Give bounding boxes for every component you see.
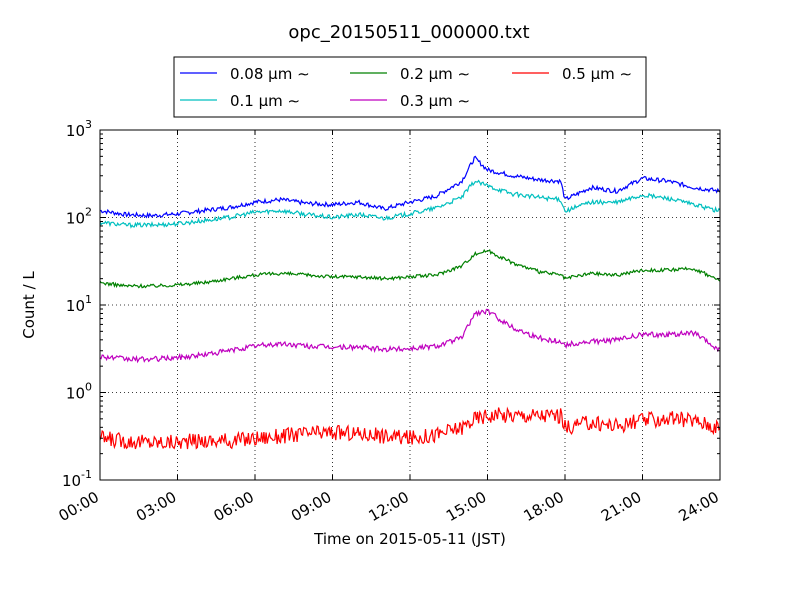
chart-title: opc_20150511_000000.txt [288,22,529,43]
x-tick-label: 12:00 [366,488,412,525]
legend-label: 0.08 μm ∼ [230,65,310,83]
grid-lines [100,130,720,480]
legend-label: 0.5 μm ∼ [562,65,632,83]
series-line-4 [99,406,721,450]
x-tick-label: 15:00 [443,488,489,525]
series-lines [99,155,721,450]
y-tick-label: 100 [66,381,92,403]
legend-label: 0.1 μm ∼ [230,92,300,110]
x-tick-label: 21:00 [598,488,644,525]
x-tick-label: 09:00 [288,488,334,525]
x-axis-label: Time on 2015-05-11 (JST) [313,530,506,548]
x-tick-label: 24:00 [676,488,722,525]
y-tick-label: 10-1 [62,468,92,490]
x-tick-label: 06:00 [211,488,257,525]
y-tick-label: 103 [66,118,92,140]
y-axis: 10-1 100 101 102 103 [62,118,720,490]
y-tick-label: 102 [66,206,92,228]
x-tick-label: 00:00 [56,488,102,525]
series-line-3 [99,308,721,364]
series-line-2 [99,248,721,289]
legend-label: 0.3 μm ∼ [400,92,470,110]
legend-box [173,56,647,118]
legend-label: 0.2 μm ∼ [400,65,470,83]
y-axis-label: Count / L [20,271,38,339]
x-tick-label: 03:00 [133,488,179,525]
x-tick-label: 18:00 [521,488,567,525]
series-line-1 [99,179,721,229]
y-tick-label: 101 [66,293,92,315]
series-line-0 [99,155,721,219]
legend: 0.08 μm ∼ 0.1 μm ∼ 0.2 μm ∼ 0.3 μm ∼ 0.5 μm … [173,56,647,118]
